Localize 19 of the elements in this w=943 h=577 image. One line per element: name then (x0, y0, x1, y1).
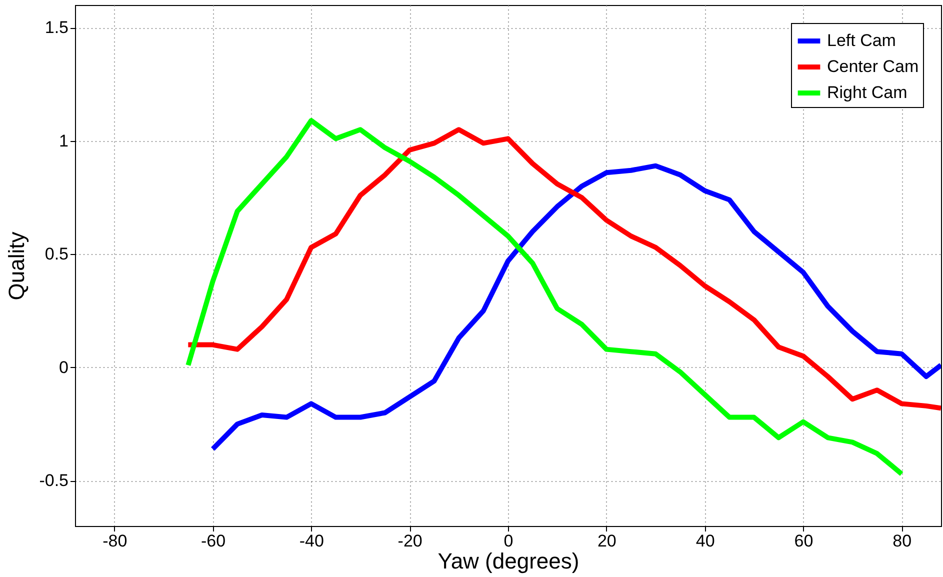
x-tick-label: 80 (892, 532, 912, 550)
legend-label: Center Cam (827, 57, 919, 76)
x-tick-label: -20 (398, 532, 422, 550)
y-tick-label: 1.5 (44, 18, 68, 38)
legend-label: Right Cam (827, 83, 908, 102)
y-axis-title: Quality (4, 232, 30, 300)
y-tick-label: 0.5 (44, 244, 68, 264)
x-tick-label: -40 (299, 532, 324, 550)
x-tick-label: 40 (696, 532, 715, 550)
x-tick-label: -80 (102, 532, 128, 550)
x-tick-label: 0 (504, 532, 514, 550)
x-tick-label: 20 (597, 532, 616, 550)
x-tick-label: 60 (794, 532, 814, 550)
x-axis-title: Yaw (degrees) (438, 548, 580, 574)
y-tick-label: 1 (59, 131, 68, 150)
x-tick-label: -60 (200, 532, 226, 550)
y-tick-label: 0 (59, 358, 68, 377)
y-tick-label: -0.5 (39, 471, 68, 490)
legend-label: Left Cam (827, 31, 896, 50)
